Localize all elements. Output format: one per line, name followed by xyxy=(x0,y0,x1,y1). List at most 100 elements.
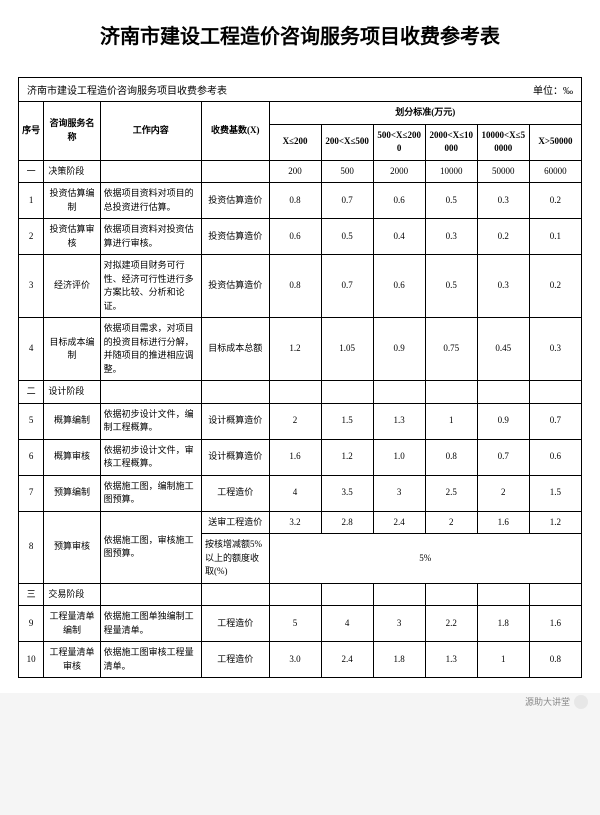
row-value: 0.8 xyxy=(269,183,321,219)
section-idx: 二 xyxy=(19,381,44,404)
row-work: 依据初步设计文件，编制工程概算。 xyxy=(100,403,201,439)
section-label: 交易阶段 xyxy=(44,583,100,606)
section-head-value: 60000 xyxy=(529,160,581,183)
row-name: 经济评价 xyxy=(44,255,100,318)
row-value: 0.8 xyxy=(425,439,477,475)
page-title: 济南市建设工程造价咨询服务项目收费参考表 xyxy=(18,20,582,49)
row-work: 依据项目资料对项目的总投资进行估算。 xyxy=(100,183,201,219)
th-range: 2000<X≤10000 xyxy=(425,124,477,160)
row-value: 1.2 xyxy=(269,318,321,381)
section-head-value: 2000 xyxy=(373,160,425,183)
empty xyxy=(425,583,477,606)
row-value: 0.5 xyxy=(321,219,373,255)
row-value: 0.7 xyxy=(321,255,373,318)
row-work: 依据项目资料对投资估算进行审核。 xyxy=(100,219,201,255)
section-head-value: 500 xyxy=(321,160,373,183)
th-range: 200<X≤500 xyxy=(321,124,373,160)
section-head-value: 200 xyxy=(269,160,321,183)
row-value: 0.75 xyxy=(425,318,477,381)
footer: 源助大讲堂 xyxy=(0,693,600,709)
row-name: 概算审核 xyxy=(44,439,100,475)
empty xyxy=(373,583,425,606)
row-idx: 6 xyxy=(19,439,44,475)
row-value: 3.2 xyxy=(269,511,321,534)
empty xyxy=(529,381,581,404)
page-container: 济南市建设工程造价咨询服务项目收费参考表 济南市建设工程造价咨询服务项目收费参考… xyxy=(0,0,600,693)
row-value: 1.2 xyxy=(529,511,581,534)
empty xyxy=(100,160,201,183)
row-value: 1.8 xyxy=(373,642,425,678)
row-value: 1 xyxy=(477,642,529,678)
table-row: 7预算编制依据施工图，编制施工图预算。工程造价43.532.521.5 xyxy=(19,475,582,511)
table-row: 5概算编制依据初步设计文件，编制工程概算。设计概算造价21.51.310.90.… xyxy=(19,403,582,439)
row-value: 0.6 xyxy=(529,439,581,475)
row-value: 1 xyxy=(425,403,477,439)
row-value: 3.5 xyxy=(321,475,373,511)
table-caption-row: 济南市建设工程造价咨询服务项目收费参考表 单位：‰ xyxy=(18,77,582,101)
row-value: 4 xyxy=(269,475,321,511)
subtitle-left: 济南市建设工程造价咨询服务项目收费参考表 xyxy=(27,82,227,97)
section-head-value: 50000 xyxy=(477,160,529,183)
row-value: 1.3 xyxy=(425,642,477,678)
table-row: 8预算审核依据施工图，审核施工图预算。送审工程造价3.22.82.421.61.… xyxy=(19,511,582,534)
th-range: 10000<X≤50000 xyxy=(477,124,529,160)
table-row: 6概算审核依据初步设计文件，审核工程概算。设计概算造价1.61.21.00.80… xyxy=(19,439,582,475)
row-value: 3.0 xyxy=(269,642,321,678)
row-idx: 5 xyxy=(19,403,44,439)
row-base: 工程造价 xyxy=(201,606,269,642)
row-value: 0.45 xyxy=(477,318,529,381)
row-name: 工程量清单编制 xyxy=(44,606,100,642)
row-value: 2.2 xyxy=(425,606,477,642)
row-name: 工程量清单审核 xyxy=(44,642,100,678)
row-value: 0.6 xyxy=(373,183,425,219)
section-row: 三交易阶段 xyxy=(19,583,582,606)
table-row: 4目标成本编制依据项目需求，对项目的投资目标进行分解，并随项目的推进相应调整。目… xyxy=(19,318,582,381)
section-idx: 一 xyxy=(19,160,44,183)
th-range: 500<X≤2000 xyxy=(373,124,425,160)
row-base: 工程造价 xyxy=(201,642,269,678)
row-name: 投资估算编制 xyxy=(44,183,100,219)
row-idx: 1 xyxy=(19,183,44,219)
row-value: 0.2 xyxy=(529,255,581,318)
empty xyxy=(529,583,581,606)
empty xyxy=(100,583,201,606)
row-base: 投资估算造价 xyxy=(201,219,269,255)
empty xyxy=(373,381,425,404)
table-body: 一决策阶段20050020001000050000600001投资估算编制依据项… xyxy=(19,160,582,678)
row-value: 0.3 xyxy=(477,183,529,219)
row-idx: 10 xyxy=(19,642,44,678)
row-base: 目标成本总额 xyxy=(201,318,269,381)
empty xyxy=(201,381,269,404)
row-value: 5 xyxy=(269,606,321,642)
empty xyxy=(477,583,529,606)
section-idx: 三 xyxy=(19,583,44,606)
row-value: 2.5 xyxy=(425,475,477,511)
row-value: 1.5 xyxy=(321,403,373,439)
empty xyxy=(477,381,529,404)
empty xyxy=(269,381,321,404)
section-label: 决策阶段 xyxy=(44,160,100,183)
row-work: 依据施工图审核工程量清单。 xyxy=(100,642,201,678)
row-value: 3 xyxy=(373,475,425,511)
row-value: 3 xyxy=(373,606,425,642)
row-name: 概算编制 xyxy=(44,403,100,439)
row-merged-value: 5% xyxy=(269,534,581,584)
row-base: 投资估算造价 xyxy=(201,183,269,219)
th-range: X≤200 xyxy=(269,124,321,160)
table-row: 1投资估算编制依据项目资料对项目的总投资进行估算。投资估算造价0.80.70.6… xyxy=(19,183,582,219)
fee-table: 序号 咨询服务名称 工作内容 收费基数(X) 划分标准(万元) X≤200200… xyxy=(18,101,582,678)
row-value: 1.05 xyxy=(321,318,373,381)
unit-label: 单位：‰ xyxy=(533,82,573,97)
row-name: 投资估算审核 xyxy=(44,219,100,255)
table-row: 2投资估算审核依据项目资料对投资估算进行审核。投资估算造价0.60.50.40.… xyxy=(19,219,582,255)
row-value: 1.2 xyxy=(321,439,373,475)
row-base: 投资估算造价 xyxy=(201,255,269,318)
table-header: 序号 咨询服务名称 工作内容 收费基数(X) 划分标准(万元) X≤200200… xyxy=(19,102,582,161)
row-value: 0.4 xyxy=(373,219,425,255)
row-value: 0.5 xyxy=(425,183,477,219)
row-value: 1.6 xyxy=(529,606,581,642)
empty xyxy=(201,583,269,606)
th-idx: 序号 xyxy=(19,102,44,161)
row-base: 按核增减额5%以上的额度收取(%) xyxy=(201,534,269,584)
row-value: 0.3 xyxy=(529,318,581,381)
